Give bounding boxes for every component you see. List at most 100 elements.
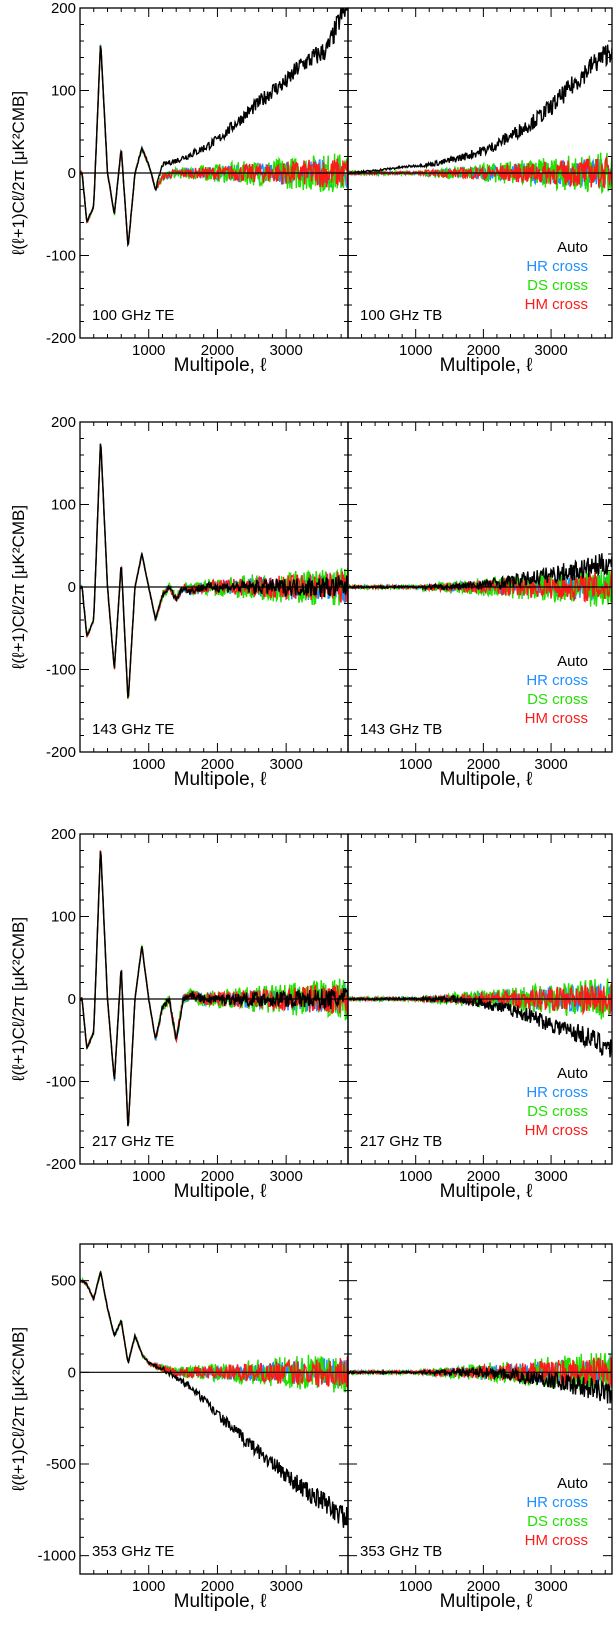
y-tick-label: 200 bbox=[51, 414, 76, 431]
legend-entry-auto: Auto bbox=[557, 239, 588, 256]
x-tick-label: 3000 bbox=[534, 1168, 567, 1185]
x-tick-label: 3000 bbox=[534, 342, 567, 359]
series-line-auto bbox=[80, 444, 348, 699]
y-tick-label: 0 bbox=[68, 579, 76, 596]
x-axis-label: Multipole, ℓ bbox=[440, 1591, 533, 1612]
panel-label: 353 GHz TE bbox=[92, 1543, 174, 1560]
x-tick-label: 2000 bbox=[201, 342, 234, 359]
panel-label: 143 GHz TB bbox=[360, 721, 442, 738]
legend-entry-hr-cross: HR cross bbox=[526, 258, 588, 275]
series-group bbox=[80, 8, 348, 248]
series-line-auto bbox=[80, 8, 348, 248]
x-tick-label: 2000 bbox=[201, 1578, 234, 1595]
x-tick-label: 3000 bbox=[269, 1578, 302, 1595]
panel-label: 143 GHz TE bbox=[92, 721, 174, 738]
series-line-auto bbox=[80, 1270, 348, 1528]
x-axis-label: Multipole, ℓ bbox=[440, 1181, 533, 1202]
legend-entry-ds-cross: DS cross bbox=[527, 1103, 588, 1120]
series-group bbox=[80, 1270, 348, 1528]
y-tick-label: 500 bbox=[51, 1273, 76, 1290]
legend-entry-hm-cross: HM cross bbox=[525, 710, 588, 727]
series-group bbox=[80, 850, 348, 1127]
x-tick-label: 3000 bbox=[534, 756, 567, 773]
x-tick-label: 1000 bbox=[132, 1578, 165, 1595]
y-tick-label: 100 bbox=[51, 83, 76, 100]
x-tick-label: 2000 bbox=[467, 756, 500, 773]
legend-entry-hm-cross: HM cross bbox=[525, 1122, 588, 1139]
x-tick-label: 2000 bbox=[467, 1578, 500, 1595]
panel-label: 353 GHz TB bbox=[360, 1543, 442, 1560]
series-line-auto bbox=[348, 44, 612, 175]
legend-entry-auto: Auto bbox=[557, 1065, 588, 1082]
x-tick-label: 3000 bbox=[269, 342, 302, 359]
legend-entry-hm-cross: HM cross bbox=[525, 1532, 588, 1549]
x-tick-label: 3000 bbox=[269, 756, 302, 773]
series-group bbox=[348, 553, 612, 607]
x-axis-label: Multipole, ℓ bbox=[174, 355, 267, 376]
panel-label: 217 GHz TE bbox=[92, 1133, 174, 1150]
y-tick-label: -1000 bbox=[38, 1548, 76, 1565]
legend-entry-hr-cross: HR cross bbox=[526, 672, 588, 689]
x-tick-label: 3000 bbox=[534, 1578, 567, 1595]
legend-entry-auto: Auto bbox=[557, 1475, 588, 1492]
legend-entry-hr-cross: HR cross bbox=[526, 1494, 588, 1511]
y-axis-label: ℓ(ℓ+1)Cℓ/2π [μK²CMB] bbox=[9, 91, 28, 256]
legend-entry-hm-cross: HM cross bbox=[525, 296, 588, 313]
y-tick-label: 0 bbox=[68, 991, 76, 1008]
x-tick-label: 1000 bbox=[132, 756, 165, 773]
y-tick-label: -100 bbox=[46, 662, 76, 679]
y-tick-label: -500 bbox=[46, 1456, 76, 1473]
y-tick-label: 0 bbox=[68, 1364, 76, 1381]
x-tick-label: 2000 bbox=[201, 756, 234, 773]
legend-entry-ds-cross: DS cross bbox=[527, 691, 588, 708]
series-group bbox=[348, 1352, 612, 1404]
x-tick-label: 3000 bbox=[269, 1168, 302, 1185]
x-axis-label: Multipole, ℓ bbox=[440, 355, 533, 376]
series-line-hm-cross bbox=[348, 155, 612, 189]
y-tick-label: 0 bbox=[68, 165, 76, 182]
x-tick-label: 1000 bbox=[399, 342, 432, 359]
panel-label: 217 GHz TB bbox=[360, 1133, 442, 1150]
y-tick-label: -100 bbox=[46, 248, 76, 265]
x-tick-label: 2000 bbox=[467, 1168, 500, 1185]
y-tick-label: -100 bbox=[46, 1074, 76, 1091]
y-tick-label: 200 bbox=[51, 826, 76, 843]
y-tick-label: -200 bbox=[46, 330, 76, 347]
series-group bbox=[348, 978, 612, 1058]
y-tick-label: -200 bbox=[46, 1156, 76, 1173]
x-tick-label: 2000 bbox=[467, 342, 500, 359]
series-line-auto bbox=[80, 851, 348, 1127]
y-axis-label: ℓ(ℓ+1)Cℓ/2π [μK²CMB] bbox=[9, 505, 28, 670]
series-group bbox=[348, 44, 612, 195]
x-tick-label: 2000 bbox=[201, 1168, 234, 1185]
legend-entry-auto: Auto bbox=[557, 653, 588, 670]
x-axis-label: Multipole, ℓ bbox=[440, 769, 533, 790]
x-tick-label: 1000 bbox=[132, 342, 165, 359]
x-axis-label: Multipole, ℓ bbox=[174, 1181, 267, 1202]
x-tick-label: 1000 bbox=[399, 1578, 432, 1595]
legend-entry-ds-cross: DS cross bbox=[527, 1513, 588, 1530]
y-tick-label: 100 bbox=[51, 497, 76, 514]
legend-entry-hr-cross: HR cross bbox=[526, 1084, 588, 1101]
y-tick-label: 100 bbox=[51, 909, 76, 926]
y-tick-label: -200 bbox=[46, 744, 76, 761]
panel-label: 100 GHz TE bbox=[92, 307, 174, 324]
x-axis-label: Multipole, ℓ bbox=[174, 769, 267, 790]
x-axis-label: Multipole, ℓ bbox=[174, 1591, 267, 1612]
legend-entry-ds-cross: DS cross bbox=[527, 277, 588, 294]
x-tick-label: 1000 bbox=[399, 1168, 432, 1185]
y-tick-label: 200 bbox=[51, 0, 76, 17]
x-tick-label: 1000 bbox=[399, 756, 432, 773]
y-axis-label: ℓ(ℓ+1)Cℓ/2π [μK²CMB] bbox=[9, 917, 28, 1082]
panel-label: 100 GHz TB bbox=[360, 307, 442, 324]
x-tick-label: 1000 bbox=[132, 1168, 165, 1185]
